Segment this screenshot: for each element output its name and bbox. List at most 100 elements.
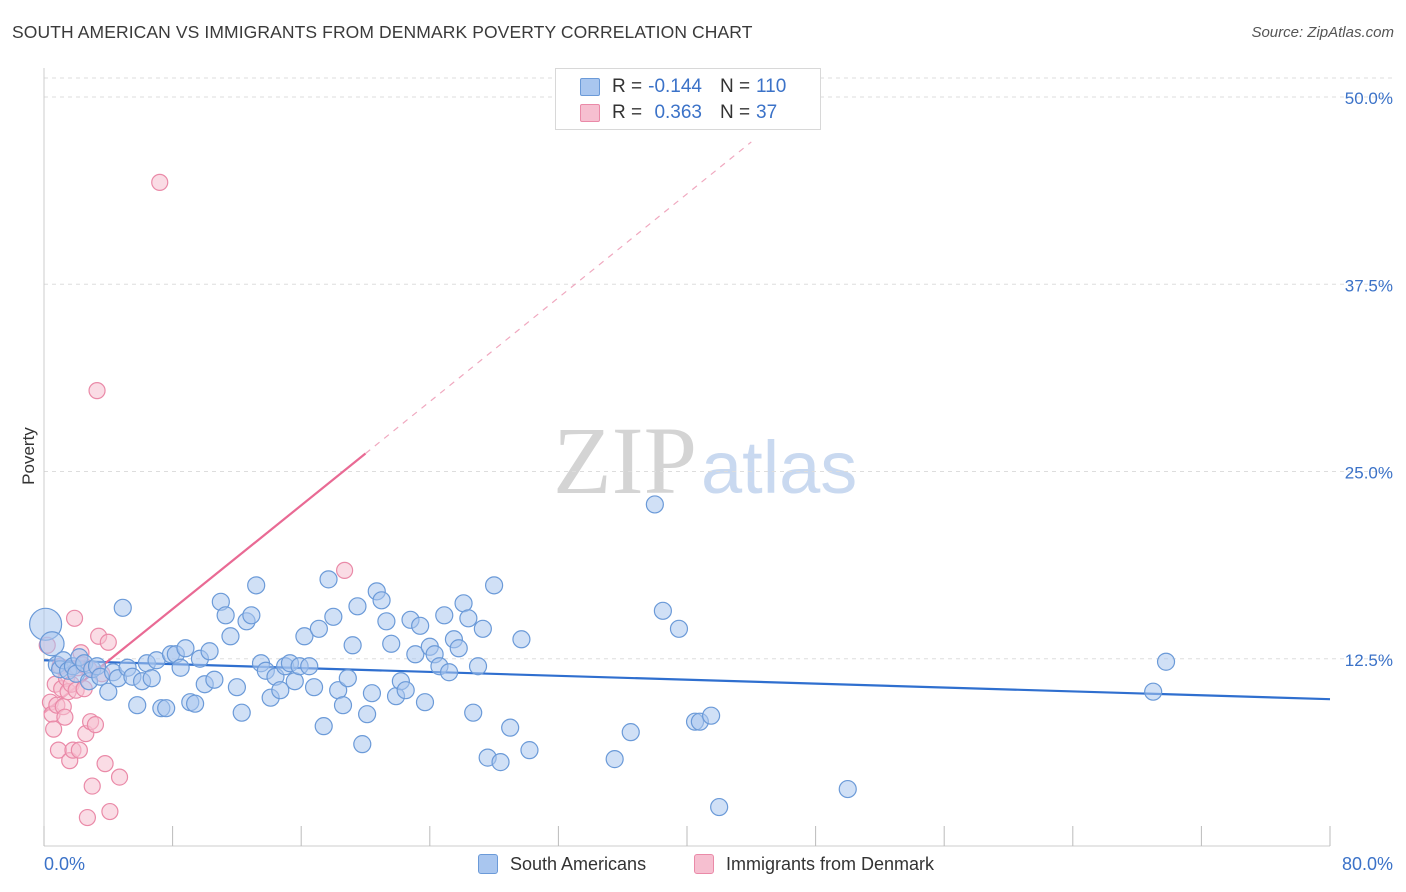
data-point-denmark [65,609,84,627]
legend-swatch-blue [580,78,600,96]
data-point-south-american [157,699,176,718]
series-swatch-pink [694,854,714,874]
tick-labels: 12.5% 25.0% 37.5% 50.0% 0.0% 80.0% Poverty [19,89,1393,874]
data-point-south-american [520,741,539,760]
series-label-south-americans: South Americans [510,853,647,874]
data-point-south-american [295,627,314,646]
data-point-south-american [200,642,219,661]
legend-r-value: 0.363 [654,102,702,123]
data-point-south-american [669,619,689,638]
axes [43,68,1331,847]
data-point-south-american [309,619,328,638]
legend-r-label: R = [612,102,643,123]
data-point-south-american [227,678,246,697]
data-point-south-american [186,694,205,713]
data-point-south-american [285,672,304,691]
series-legend-south-americans: South Americans [478,850,646,878]
data-point-south-american [300,657,319,676]
data-point-south-american [645,495,664,514]
trend-line-denmark-extension [365,141,752,454]
data-point-south-american [621,723,640,742]
y-tick-label: 37.5% [1345,276,1393,295]
data-point-denmark [83,777,101,795]
legend-row-denmark: R = 0.363 N = 37 [580,100,777,126]
data-point-south-american [319,570,338,589]
data-point-south-american [501,718,520,737]
correlation-legend: R = -0.144 N = 110 R = 0.363 N = 37 [555,68,821,130]
data-point-south-american [353,735,372,754]
series-legend-denmark: Immigrants from Denmark [694,850,934,878]
data-point-south-american [221,627,240,646]
data-point-south-american [232,703,251,722]
data-point-south-american [304,678,324,697]
data-point-south-american [468,657,488,676]
data-point-south-american [439,663,459,682]
legend-r-value: -0.144 [648,76,702,97]
data-point-south-american [411,616,430,635]
data-point-south-american [338,669,357,688]
legend-n-label: N = [720,76,751,97]
data-point-south-american [653,601,672,620]
x-tick-label: 0.0% [44,854,85,874]
data-point-south-american [314,717,333,736]
data-point-denmark [70,741,88,759]
series-swatch-blue [478,854,498,874]
data-point-denmark [151,173,169,191]
legend-n-value: 37 [756,102,778,123]
data-point-south-american [382,634,401,653]
x-tick-label: 80.0% [1342,854,1393,874]
y-tick-label: 50.0% [1345,89,1393,108]
legend-n-value: 110 [756,76,787,97]
data-point-south-american [1144,682,1163,701]
data-point-south-american [372,591,391,610]
data-point-south-american [242,606,261,625]
data-point-south-american [362,684,382,703]
gridlines [44,77,1394,660]
source-label: Source: ZipAtlas.com [1251,24,1394,41]
data-point-denmark [86,716,105,734]
data-point-south-american [512,630,531,649]
data-point-denmark [56,708,74,726]
denmark-points [38,173,354,827]
data-point-south-american [343,636,362,655]
chart-title: SOUTH AMERICAN VS IMMIGRANTS FROM DENMAR… [12,22,753,42]
data-point-south-american [205,670,224,689]
data-point-south-american [358,705,377,724]
data-point-south-american [39,631,65,657]
data-point-south-american [459,609,478,628]
data-point-south-american [710,797,729,817]
data-point-denmark [99,633,117,651]
data-point-south-american [171,658,190,677]
legend-n-label: N = [720,102,751,123]
data-point-south-american [838,779,857,799]
data-point-south-american [435,606,454,625]
data-point-denmark [336,561,354,579]
series-label-denmark: Immigrants from Denmark [726,853,935,874]
data-point-south-american [406,645,425,664]
data-point-denmark [88,382,106,400]
legend-swatch-pink [580,104,600,122]
data-point-south-american [216,606,235,625]
data-point-denmark [101,802,119,821]
y-tick-label: 12.5% [1345,651,1393,670]
data-point-denmark [110,768,129,786]
data-point-south-american [324,607,343,626]
data-point-south-american [702,706,721,725]
south-american-points [29,495,1176,817]
data-point-south-american [1156,652,1176,671]
y-tick-label: 25.0% [1345,464,1393,483]
y-axis-title: Poverty [19,427,38,485]
legend-r-label: R = [612,76,643,97]
data-point-south-american [605,750,624,769]
data-point-south-american [491,753,510,772]
data-point-south-american [99,682,118,701]
data-point-south-american [454,594,473,613]
data-point-south-american [449,639,468,658]
data-point-south-american [176,639,195,658]
data-point-south-american [142,669,161,688]
data-point-denmark [96,755,114,773]
data-point-south-american [271,681,290,700]
data-point-south-american [485,576,504,595]
data-point-south-american [473,619,492,638]
